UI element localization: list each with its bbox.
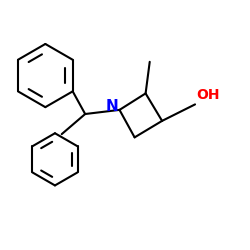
Text: N: N xyxy=(106,99,118,114)
Text: OH: OH xyxy=(196,88,220,102)
